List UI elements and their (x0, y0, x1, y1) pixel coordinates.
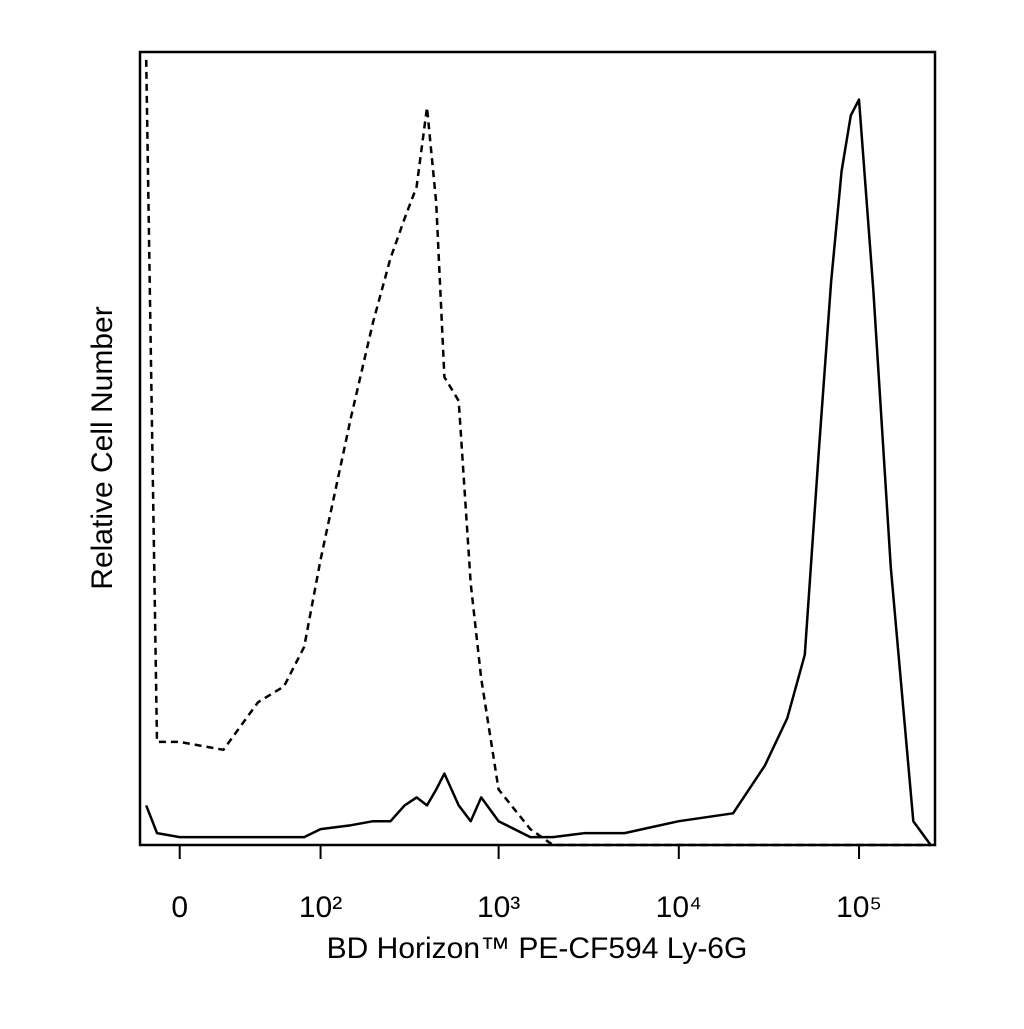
x-tick-label: 10² (299, 891, 342, 924)
x-tick-label: 10⁴ (656, 891, 702, 924)
x-tick-label: 10³ (477, 891, 520, 924)
x-tick-label: 0 (171, 891, 188, 924)
histogram-line (145, 98, 932, 846)
histogram-line (144, 59, 931, 847)
x-axis-label: BD Horizon™ PE-CF594 Ly-6G (327, 932, 748, 965)
y-axis-label: Relative Cell Number (86, 306, 119, 589)
plot-frame (138, 50, 937, 847)
x-tick-label: 10⁵ (836, 891, 882, 924)
